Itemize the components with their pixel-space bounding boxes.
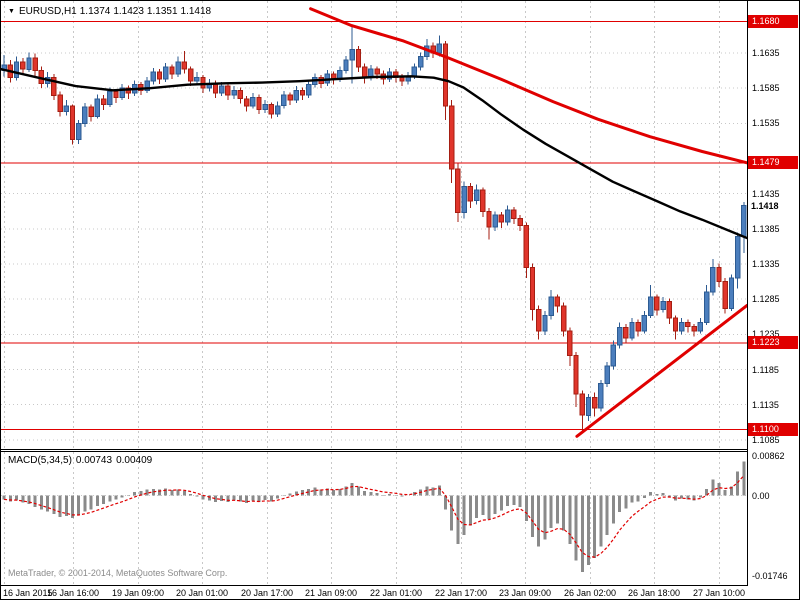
- macd-indicator-pane[interactable]: [1, 452, 747, 585]
- pane-separator[interactable]: [1, 449, 747, 450]
- price-tick-label: 1.1635: [752, 48, 780, 58]
- price-tick-label: 1.1085: [752, 435, 780, 445]
- chevron-down-icon[interactable]: ▼: [8, 8, 15, 15]
- macd-tick-label: 0.00: [752, 491, 770, 501]
- price-tick-label: 1.1585: [752, 83, 780, 93]
- time-axis-label: 26 Jan 18:00: [627, 588, 681, 598]
- price-axis[interactable]: 1.1635 1.1585 1.1535 1.1435 1.1385 1.1335 1.12…: [748, 1, 799, 599]
- symbol-period-label: EURUSD,H1: [18, 6, 77, 17]
- current-price-label: 1.1418: [751, 201, 779, 211]
- time-axis-label: 16 Jan 2015: [3, 588, 53, 598]
- level-price-tag: 1.1100: [748, 423, 798, 436]
- price-tick-label: 1.1335: [752, 259, 780, 269]
- price-tick-label: 1.1235: [752, 329, 780, 339]
- macd-value: 0.00743: [75, 455, 113, 466]
- price-tick-label: 1.1535: [752, 118, 780, 128]
- copyright-text: MetaTrader, © 2001-2014, MetaQuotes Soft…: [8, 568, 228, 578]
- time-axis-label: 22 Jan 17:00: [434, 588, 488, 598]
- price-tick-label: 1.1185: [752, 365, 779, 375]
- time-axis[interactable]: 16 Jan 2015 16 Jan 16:00 19 Jan 09:00 20 Ja…: [1, 588, 799, 599]
- time-axis-label: 27 Jan 10:00: [692, 588, 746, 598]
- price-tick-label: 1.1285: [752, 294, 780, 304]
- time-axis-label: 22 Jan 01:00: [369, 588, 423, 598]
- pane-separator: [1, 585, 747, 586]
- close-value: 1.1418: [180, 6, 212, 17]
- price-chart-pane[interactable]: [1, 1, 747, 449]
- symbol-ohlc-bar: ▼ EURUSD,H1 1.1374 1.1423 1.1351 1.1418: [8, 6, 214, 17]
- time-axis-label: 21 Jan 09:00: [304, 588, 358, 598]
- time-axis-label: 26 Jan 02:00: [563, 588, 617, 598]
- macd-signal-value: 0.00409: [116, 455, 153, 466]
- time-axis-label: 20 Jan 17:00: [240, 588, 294, 598]
- pane-separator[interactable]: [1, 451, 747, 452]
- open-value: 1.1374: [79, 6, 111, 17]
- price-tick-label: 1.1385: [752, 224, 780, 234]
- high-value: 1.1423: [113, 6, 144, 17]
- time-axis-label: 16 Jan 16:00: [46, 588, 100, 598]
- time-axis-label: 19 Jan 09:00: [111, 588, 165, 598]
- macd-name: MACD(5,34,5): [8, 455, 72, 466]
- price-axis-border: [747, 1, 748, 586]
- low-value: 1.1351: [146, 6, 178, 17]
- macd-tick-label: 0.00862: [752, 451, 785, 461]
- level-price-tag: 1.1479: [748, 156, 798, 169]
- macd-indicator-label: MACD(5,34,5) 0.00743 0.00409: [8, 455, 156, 466]
- level-price-tag: 1.1223: [748, 336, 798, 349]
- time-axis-label: 23 Jan 09:00: [498, 588, 552, 598]
- level-price-tag: 1.1680: [748, 15, 798, 28]
- price-tick-label: 1.1435: [752, 189, 780, 199]
- macd-tick-label: -0.01746: [752, 571, 788, 581]
- price-tick-label: 1.1135: [752, 400, 779, 410]
- time-axis-label: 20 Jan 01:00: [175, 588, 229, 598]
